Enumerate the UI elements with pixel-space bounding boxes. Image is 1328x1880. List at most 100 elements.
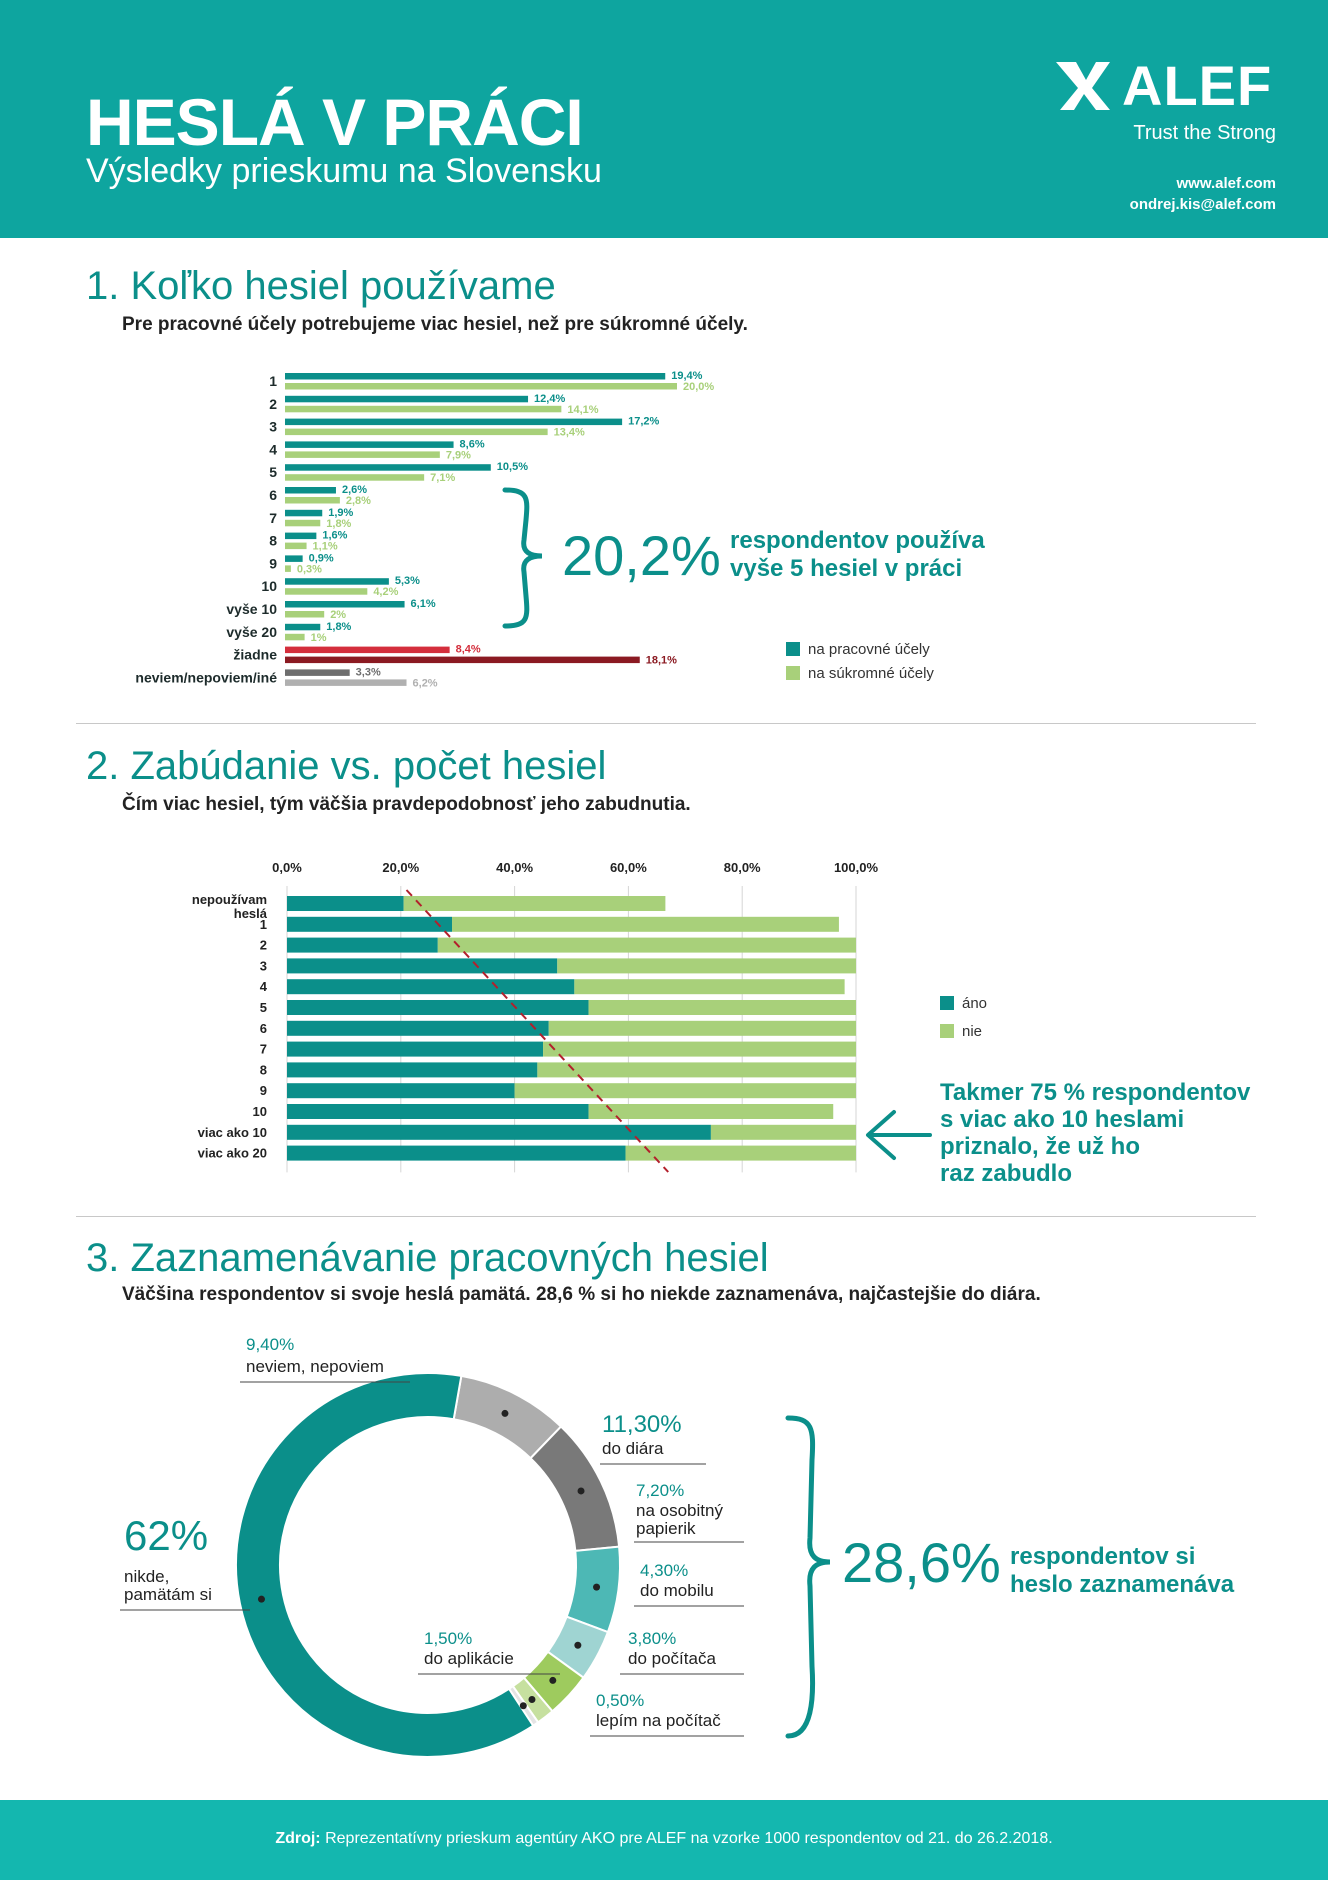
bar-work	[285, 601, 405, 608]
data-label-private: 2,8%	[346, 495, 371, 507]
section3-subtitle: Väčšina respondentov si svoje heslá pamä…	[122, 1284, 1041, 1305]
x-tick-label: 60,0%	[610, 860, 647, 875]
bar-no	[588, 1000, 856, 1015]
bar-work	[285, 441, 454, 448]
bar-private	[285, 633, 305, 641]
slice-value-label: 4,30%	[640, 1561, 688, 1580]
bar-no	[437, 937, 856, 953]
category-label: 8	[269, 533, 277, 549]
section2-title: 2. Zabúdanie vs. počet hesiel	[86, 744, 607, 788]
slice-category-label: lepím na počítač	[596, 1711, 721, 1730]
website-link[interactable]: www.alef.com	[1176, 175, 1276, 192]
bar-work	[285, 669, 350, 676]
bar-work	[285, 464, 491, 471]
callout-text: priznalo, že už ho	[940, 1133, 1140, 1160]
leader-dot	[519, 1702, 527, 1710]
data-label-work: 8,6%	[460, 438, 485, 450]
category-label: 3	[260, 958, 267, 973]
data-label-work: 12,4%	[534, 393, 565, 405]
alef-logo-icon	[1056, 62, 1110, 110]
data-label-private: 1,8%	[326, 518, 351, 530]
x-tick-label: 100,0%	[834, 860, 879, 875]
data-label-private: 1,1%	[313, 541, 338, 553]
bar-no	[574, 979, 845, 995]
callout-text: vyše 5 hesiel v práci	[730, 555, 962, 582]
passwords-count-chart: 1 19,4%20,0%2 12,4%14,1%3 17,2%13,4%4 8,6%7,…	[135, 370, 985, 689]
category-label: 1	[260, 917, 267, 932]
data-label-work: 17,2%	[628, 416, 659, 428]
data-label-private: 7,9%	[446, 449, 471, 461]
category-label: 8	[260, 1062, 267, 1077]
category-label: vyše 20	[226, 624, 277, 640]
callout-value: 20,2%	[562, 524, 721, 587]
category-label: 6	[260, 1021, 267, 1036]
data-label-private: 14,1%	[567, 404, 598, 416]
data-label-work: 1,6%	[322, 530, 347, 542]
bar-work	[285, 487, 336, 494]
donut-slice	[235, 1372, 535, 1758]
bar-yes	[287, 896, 404, 911]
data-label-private: 1%	[311, 632, 327, 644]
data-label-work: 3,3%	[356, 666, 381, 678]
data-label-private: 6,2%	[413, 677, 438, 689]
callout-value: 28,6%	[842, 1531, 1001, 1594]
slice-category-label: pamätám si	[124, 1585, 212, 1604]
leader-dot	[501, 1409, 509, 1417]
category-label: nepoužívam	[192, 892, 267, 907]
bar-work	[285, 555, 303, 562]
callout-text: s viac ako 10 heslami	[940, 1106, 1184, 1133]
bar-no	[537, 1062, 856, 1078]
category-label: 6	[269, 487, 277, 503]
bar-yes	[287, 1104, 589, 1119]
page-title: HESLÁ V PRÁCI	[86, 85, 584, 159]
bar-private	[285, 611, 325, 618]
legend-swatch-work	[786, 642, 800, 656]
bar-yes	[287, 1124, 711, 1140]
slice-category-label: na osobitný	[636, 1501, 723, 1520]
data-label-work: 1,8%	[326, 621, 351, 633]
slice-category-label: do mobilu	[640, 1581, 714, 1600]
category-label: 1	[269, 373, 277, 389]
legend-swatch-yes	[940, 996, 954, 1010]
bar-no	[452, 916, 839, 932]
category-label: 10	[261, 578, 277, 594]
category-label: vyše 10	[226, 601, 277, 617]
slice-value-label: 1,50%	[424, 1629, 472, 1648]
bar-yes	[287, 979, 575, 995]
logo-text: ALEF	[1122, 54, 1273, 117]
bar-private	[285, 474, 425, 481]
email-link[interactable]: ondrej.kis@alef.com	[1129, 196, 1276, 213]
footer: Zdroj: Reprezentatívny prieskum agentúry…	[0, 1800, 1328, 1880]
data-label-work: 2,6%	[342, 484, 367, 496]
slice-category-label: papierik	[636, 1519, 696, 1538]
slice-category-label: nikde,	[124, 1567, 169, 1586]
bar-private	[285, 451, 440, 458]
footer-label: Zdroj:	[275, 1830, 321, 1847]
data-label-work: 1,9%	[328, 507, 353, 519]
bar-yes	[287, 1083, 515, 1099]
category-label: heslá	[234, 906, 268, 921]
leader-dot	[549, 1676, 557, 1684]
data-label-work: 8,4%	[456, 644, 481, 656]
section2-subtitle: Čím viac hesiel, tým väčšia pravdepodobn…	[122, 794, 691, 815]
recording-donut-chart: 9,40% neviem, nepoviem 11,30%do diára 7,20%…	[120, 1335, 1235, 1758]
bar-yes	[287, 937, 438, 953]
data-label-work: 19,4%	[671, 370, 702, 382]
bar-private	[285, 565, 291, 572]
bar-work	[285, 623, 321, 631]
data-label-private: 4,2%	[373, 586, 398, 598]
brace-icon	[785, 1415, 831, 1739]
leader-dot	[577, 1487, 585, 1495]
category-label: viac ako 20	[198, 1146, 267, 1161]
category-label: 4	[260, 979, 268, 994]
section3-title: 3. Zaznamenávanie pracovných hesiel	[86, 1236, 769, 1280]
bar-private	[285, 588, 368, 595]
slice-category-label: neviem, nepoviem	[246, 1357, 384, 1376]
data-label-work: 5,3%	[395, 575, 420, 587]
bar-yes	[287, 1062, 538, 1078]
header-banner: HESLÁ V PRÁCI Výsledky prieskumu na Slov…	[0, 0, 1328, 238]
data-label-private: 20,0%	[683, 381, 714, 393]
bar-private	[285, 542, 307, 550]
bar-no	[625, 1145, 856, 1161]
footer-text: Reprezentatívny prieskum agentúry AKO pr…	[325, 1830, 1053, 1847]
